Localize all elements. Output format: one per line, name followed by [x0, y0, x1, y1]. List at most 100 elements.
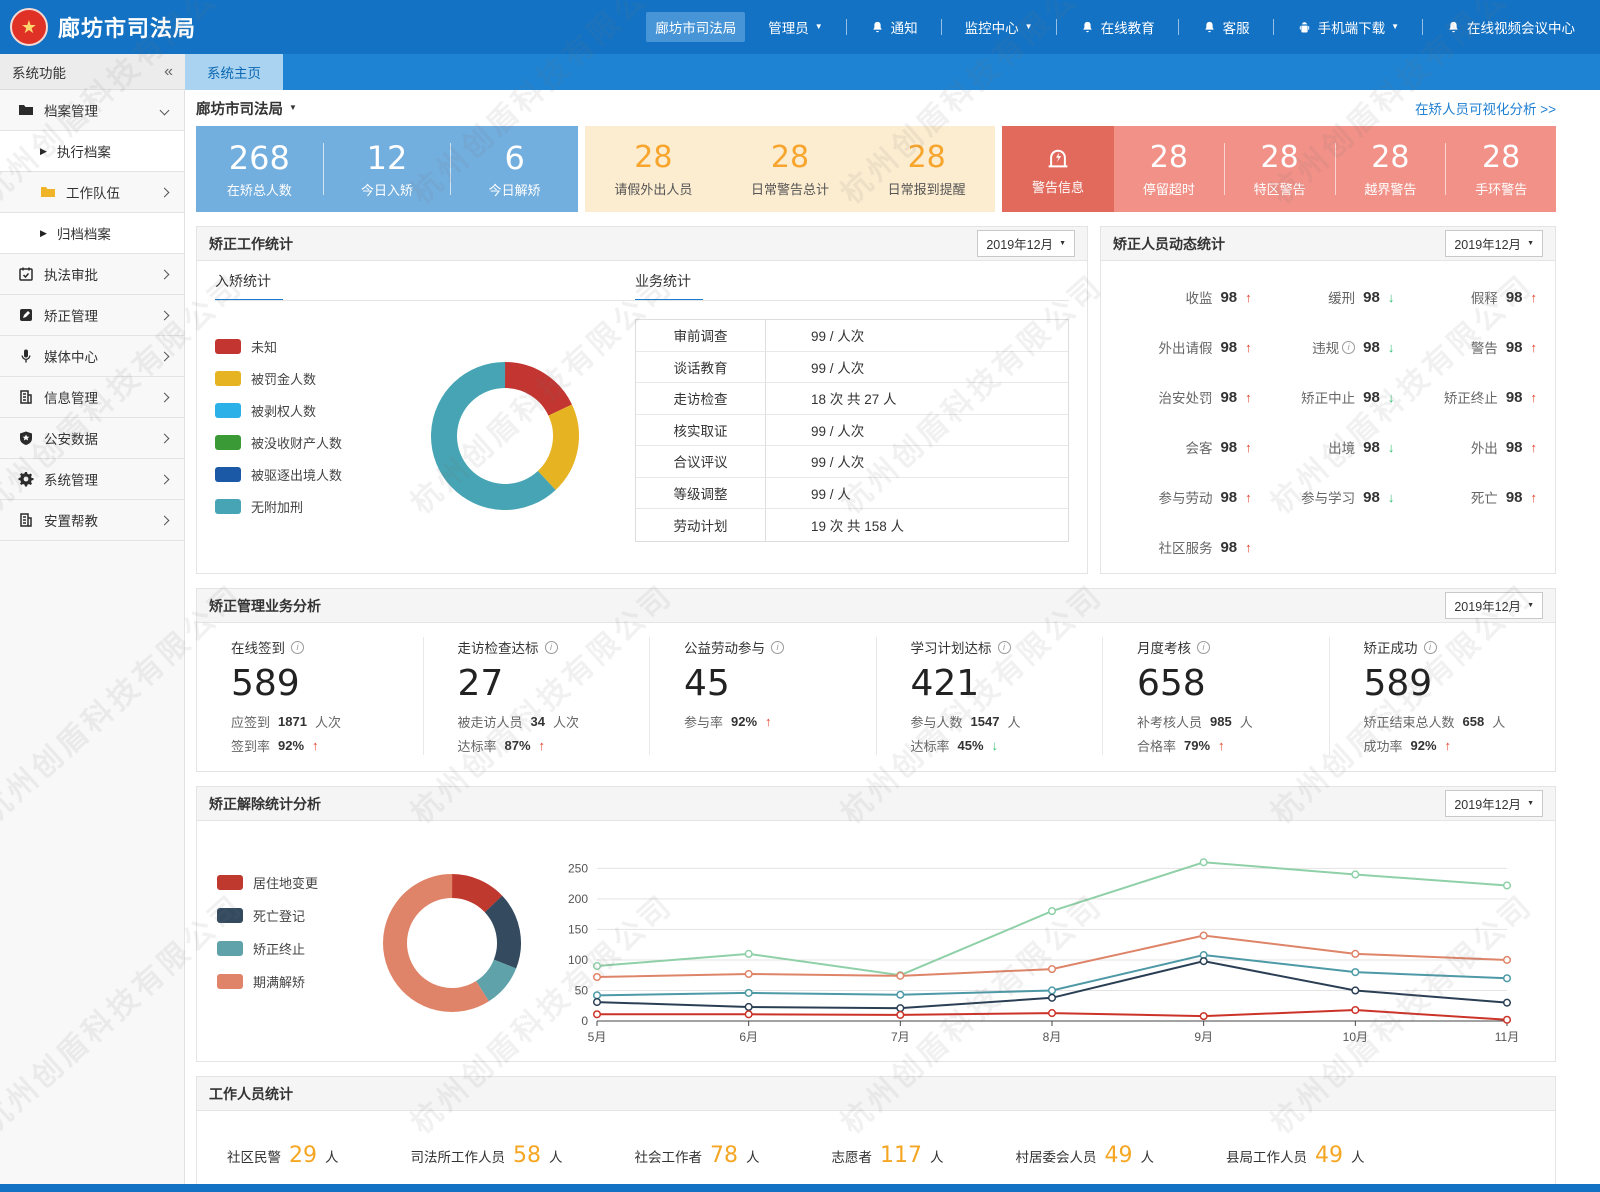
- legend-item[interactable]: 矫正终止: [217, 939, 357, 958]
- legend-item[interactable]: 无附加刑: [215, 497, 375, 516]
- dyn-stat: 缓刑 98 ↓: [1328, 288, 1395, 307]
- period-selector[interactable]: 2019年12月 ▼: [1445, 592, 1543, 619]
- chevron-down-icon: ▼: [814, 22, 823, 31]
- nav-monitor-menu[interactable]: 监控中心 ▼: [964, 21, 1033, 36]
- building-icon: [20, 390, 32, 404]
- release-legend: 居住地变更 死亡登记 矫正终止 期满解矫: [217, 833, 357, 1053]
- chevron-down-icon: ▼: [1527, 240, 1534, 247]
- trend-arrow-icon: ↑: [1245, 389, 1252, 405]
- release-donut-chart: [383, 874, 521, 1012]
- stat-bracelet-warning: 28 手环警告: [1475, 139, 1528, 197]
- metric-correction-success: 矫正成功 i 589 矫正结束总人数 658 人 成功率 92% ↑: [1363, 640, 1506, 754]
- sidebar-item-work-team[interactable]: 工作队伍: [0, 172, 184, 213]
- nav-admin-menu[interactable]: 管理员 ▼: [768, 21, 823, 36]
- chevron-right-icon: [159, 392, 170, 402]
- dyn-stat: 外出 98 ↑: [1470, 438, 1537, 457]
- bell-icon: [1204, 21, 1214, 32]
- sidebar-item-law-approval[interactable]: 执法审批: [0, 254, 184, 295]
- info-icon[interactable]: i: [291, 640, 304, 654]
- sidebar-item-system-mgmt[interactable]: 系统管理: [0, 459, 184, 500]
- legend-item[interactable]: 被剥权人数: [215, 401, 375, 420]
- legend-item[interactable]: 期满解矫: [217, 972, 357, 991]
- dyn-stat: 会客 98 ↑: [1185, 438, 1252, 457]
- legend-item[interactable]: 死亡登记: [217, 906, 357, 925]
- sidebar-header: 系统功能 «: [0, 54, 185, 90]
- summary-cards: 268 在矫总人数 12 今日入矫 6 今日解矫 28 请假外出人员 28 日常警告总计 …: [196, 126, 1556, 212]
- divider: [1223, 143, 1225, 195]
- legend-item[interactable]: 居住地变更: [217, 873, 357, 892]
- triangle-right-icon: ▶: [40, 227, 47, 238]
- divider: [1055, 19, 1057, 35]
- sidebar-item-info-mgmt[interactable]: 信息管理: [0, 377, 184, 418]
- info-icon[interactable]: i: [1342, 340, 1356, 354]
- info-icon[interactable]: i: [771, 640, 784, 654]
- info-icon[interactable]: i: [1197, 640, 1210, 654]
- metric-visit-check: 走访检查达标 i 27 被走访人员 34 人次 达标率 87% ↑: [424, 637, 650, 755]
- stat-total-in-correction: 268 在矫总人数: [226, 138, 292, 198]
- card-warnings: 警告信息 28 停留超时 28 特区警告 28 越界警告 28 手环警告: [1002, 126, 1556, 212]
- trend-arrow-icon: ↑: [1530, 289, 1538, 305]
- svg-text:200: 200: [568, 892, 588, 906]
- nav-customer-service[interactable]: 客服: [1193, 12, 1259, 42]
- card-correction-totals: 268 在矫总人数 12 今日入矫 6 今日解矫: [196, 126, 578, 212]
- legend-swatch: [215, 467, 241, 482]
- footer-bar: [0, 1184, 1600, 1192]
- stat-today-release: 6 今日解矫: [488, 138, 541, 198]
- info-icon[interactable]: i: [544, 640, 558, 654]
- trend-arrow-icon: ↑: [1245, 339, 1252, 355]
- legend-item[interactable]: 被没收财产人数: [215, 433, 375, 452]
- nav-org-button[interactable]: 廊坊市司法局: [646, 12, 746, 42]
- legend-item[interactable]: 未知: [215, 337, 375, 356]
- nav-mobile-download[interactable]: 手机端下载 ▼: [1288, 12, 1408, 42]
- sidebar-item-archive-mgmt[interactable]: 档案管理: [0, 90, 184, 131]
- legend-swatch: [215, 435, 241, 450]
- tab-system-home[interactable]: 系统主页: [185, 54, 283, 90]
- info-icon[interactable]: i: [997, 640, 1011, 654]
- sidebar-item-resettlement[interactable]: 安置帮教: [0, 500, 184, 541]
- microphone-icon: [21, 349, 31, 363]
- svg-text:11月: 11月: [1495, 1030, 1519, 1044]
- bell-icon: [1449, 21, 1458, 32]
- sidebar-item-police-data[interactable]: 公安数据: [0, 418, 184, 459]
- chevron-down-icon: ▼: [1059, 240, 1066, 247]
- chevron-down-icon: ▼: [1527, 800, 1534, 807]
- trend-arrow-icon: ↑: [1444, 738, 1452, 753]
- staff-row: 社区民警 29 人 司法所工作人员 58 人 社会工作者 78 人 志愿者 117 人 村居委会…: [197, 1111, 1555, 1192]
- legend-item[interactable]: 被罚金人数: [215, 369, 375, 388]
- sidebar-item-exec-archive[interactable]: ▶ 执行档案: [0, 131, 184, 172]
- sidebar-item-media-center[interactable]: 媒体中心: [0, 336, 184, 377]
- sidebar-item-filed-archive[interactable]: ▶ 归档档案: [0, 213, 184, 254]
- table-row: 核实取证 99 / 人次: [636, 414, 1068, 446]
- chevron-right-icon: [159, 269, 170, 279]
- staff-stat: 社区民警 29 人: [227, 1142, 339, 1168]
- sidebar-item-correction-mgmt[interactable]: 矫正管理: [0, 295, 184, 336]
- bell-icon: [1082, 21, 1092, 32]
- org-selector[interactable]: 廊坊市司法局 ▼: [196, 101, 297, 118]
- table-row: 审前调查 99 / 人次: [636, 320, 1068, 352]
- tab-intake-stats[interactable]: 入矫统计: [215, 271, 283, 301]
- chevron-down-icon: ▼: [1527, 602, 1534, 609]
- dyn-stat: 假释 98 ↑: [1470, 288, 1538, 307]
- nav-notice[interactable]: 通知: [861, 12, 927, 42]
- period-selector[interactable]: 2019年12月 ▼: [977, 230, 1075, 257]
- visual-analysis-link[interactable]: 在矫人员可视化分析 >>: [1414, 102, 1556, 117]
- staff-stat: 志愿者 117 人: [831, 1142, 944, 1168]
- legend-swatch: [215, 339, 241, 354]
- table-row: 等级调整 99 / 人: [636, 477, 1068, 509]
- period-selector[interactable]: 2019年12月 ▼: [1445, 790, 1543, 817]
- period-selector[interactable]: 2019年12月 ▼: [1445, 230, 1543, 257]
- legend-item[interactable]: 被驱逐出境人数: [215, 465, 375, 484]
- info-icon[interactable]: i: [1423, 640, 1437, 654]
- nav-online-education[interactable]: 在线教育: [1071, 12, 1164, 42]
- sidebar-collapse-button[interactable]: «: [164, 62, 173, 80]
- chevron-right-icon: [159, 310, 170, 320]
- svg-text:0: 0: [581, 1014, 588, 1028]
- nav-video-center[interactable]: 在线视频会议中心: [1437, 12, 1584, 42]
- intake-legend: 未知 被罚金人数 被剥权人数 被没收财产人数 被驱逐出境人数 无附加刑: [215, 315, 375, 557]
- panel-release-stats: 矫正解除统计分析 2019年12月 ▼ 居住地变更 死亡登记 矫正终止 期满解矫 …: [196, 786, 1556, 1062]
- chevron-right-icon: [159, 474, 170, 484]
- release-line-chart: 0 50 100 150 200 250 5月 6月 7月 8月 9月 10月 11月: [568, 858, 1519, 1044]
- tab-business-stats[interactable]: 业务统计: [635, 271, 703, 301]
- svg-text:9月: 9月: [1194, 1030, 1213, 1044]
- divider: [1177, 19, 1179, 35]
